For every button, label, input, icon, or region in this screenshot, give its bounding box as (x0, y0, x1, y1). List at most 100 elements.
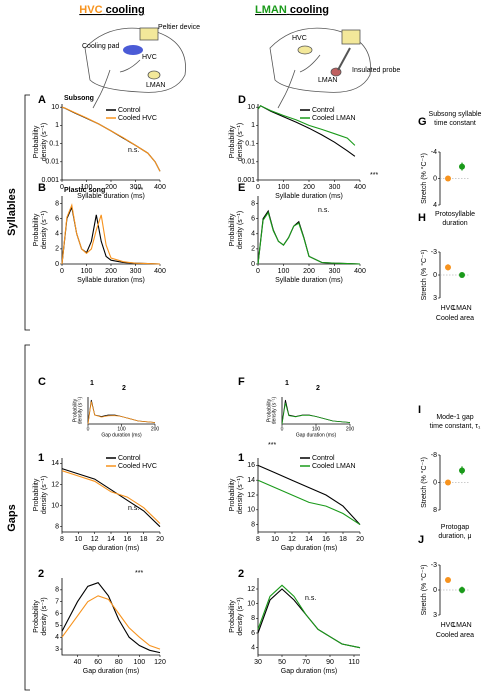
brain-diagram (269, 27, 371, 109)
panel: H -3 0 3 Protosyllable duration Stretch (% °C⁻… (418, 211, 475, 322)
category-label: LMAN (452, 305, 471, 312)
y-axis-label: Probability (229, 125, 236, 158)
mean-dot (445, 264, 451, 271)
x-tick-label: 200 (105, 268, 117, 275)
panel: I -8 0 8 Mode-1 gap time constant, τ₁ Stretch … (418, 404, 481, 514)
y-tick-label: 12 (247, 586, 255, 593)
y-tick-label: 1 (251, 122, 255, 129)
y-tick-label: 4 (251, 231, 255, 238)
y-axis-label: Stretch (% °C⁻¹) (420, 250, 428, 301)
x-tick-label: 300 (130, 268, 142, 275)
x-tick-label: 200 (303, 268, 315, 275)
x-axis-label: Syllable duration (ms) (77, 277, 145, 284)
annotation: *** (135, 187, 143, 194)
mean-dot (445, 175, 451, 182)
y-axis-label: Probability (229, 600, 236, 633)
y-tick-label: 16 (247, 462, 255, 469)
curve (87, 401, 156, 425)
y-tick-label: 8 (251, 615, 255, 622)
axis (87, 397, 155, 425)
y-tick-label: 8 (55, 200, 59, 207)
subtitle: Subsong (64, 95, 94, 102)
y-axis-label: Probability (33, 478, 40, 511)
annotation: *** (268, 442, 276, 449)
curve (61, 203, 161, 265)
x-tick-label: 100 (81, 268, 93, 275)
panel-label: J (418, 534, 424, 546)
x-tick-label: 0 (87, 426, 90, 432)
y-tick-label: 8 (251, 521, 255, 528)
category-label: HVC (441, 305, 456, 312)
annotation: 1 (90, 380, 94, 387)
annotation: *** (135, 570, 143, 577)
y-tick-label: 0.1 (49, 140, 59, 147)
y-tick-label: 10 (247, 601, 255, 608)
panel-label: G (418, 116, 427, 128)
x-tick-label: 70 (302, 659, 310, 666)
section-label: Syllables (6, 188, 18, 236)
diagram-label: HVC (292, 35, 307, 42)
panel-label: A (38, 94, 46, 106)
x-tick-label: 0 (256, 268, 260, 275)
x-tick-label: 16 (322, 536, 330, 543)
y-axis-label: Probability (229, 478, 236, 511)
y-tick-label: 6 (55, 216, 59, 223)
y-axis-label: density (s⁻¹) (237, 597, 244, 635)
y-axis-label: Probability (33, 125, 40, 158)
y-axis-label: Probability (33, 213, 40, 246)
curve (257, 105, 356, 157)
y-tick-label: 8 (433, 507, 437, 514)
category-label: HVC (441, 622, 456, 629)
panel: G -4 0 4 Subsong syllable time constant Stretc… (418, 111, 482, 209)
diagram-label: HVC (142, 54, 157, 61)
x-tick-label: 400 (154, 184, 166, 191)
panel-label: F (238, 376, 245, 388)
y-axis-label: Stretch (% °C⁻¹) (420, 153, 428, 204)
annotation: *** (370, 172, 378, 179)
y-tick-label: 14 (51, 460, 59, 467)
y-tick-label: -4 (431, 149, 437, 156)
panel: J -3 0 3 Protogap duration, μ Stretch (% °C⁻¹)… (418, 524, 474, 639)
x-axis-label: Cooled area (436, 632, 474, 639)
x-tick-label: 8 (60, 536, 64, 543)
x-tick-label: 100 (117, 426, 126, 432)
axis (61, 578, 160, 656)
y-axis-label: density (s⁻¹) (77, 396, 83, 424)
panel-label: B (38, 182, 46, 194)
axis (257, 578, 360, 656)
y-tick-label: 2 (251, 246, 255, 253)
category-label: LMAN (452, 622, 471, 629)
x-tick-label: 300 (329, 268, 341, 275)
y-tick-label: 5 (55, 622, 59, 629)
diagram-label: Cooling pad (82, 43, 119, 50)
x-tick-label: 16 (123, 536, 131, 543)
x-tick-label: 18 (339, 536, 347, 543)
panel: E 0 2 4 6 8 0 100 200 300 400 Syllable duration (ms… (229, 182, 366, 284)
x-tick-label: 40 (74, 659, 82, 666)
x-tick-label: 8 (256, 536, 260, 543)
x-tick-label: 90 (326, 659, 334, 666)
diagram-label: Insulated probe (352, 67, 400, 74)
x-tick-label: 200 (346, 426, 355, 432)
y-tick-label: 3 (433, 295, 437, 302)
x-tick-label: 400 (154, 268, 166, 275)
y-tick-label: 6 (55, 610, 59, 617)
x-axis-label: Gap duration (ms) (281, 668, 337, 675)
y-tick-label: 0.01 (241, 159, 255, 166)
y-axis-label: density (s⁻¹) (237, 211, 244, 249)
legend-label: Cooled HVC (118, 115, 157, 122)
y-tick-label: 12 (247, 492, 255, 499)
y-tick-label: 14 (247, 477, 255, 484)
axis (281, 397, 350, 425)
y-tick-label: 4 (251, 645, 255, 652)
curve (61, 106, 161, 172)
panel-title: Mode-1 gap (436, 414, 473, 421)
mean-dot (459, 272, 465, 278)
title-word: cooling (106, 4, 145, 16)
y-axis-label: Probability (33, 600, 40, 633)
diagram-label: LMAN (146, 82, 165, 89)
curve (87, 399, 156, 425)
y-tick-label: 0 (433, 479, 437, 486)
